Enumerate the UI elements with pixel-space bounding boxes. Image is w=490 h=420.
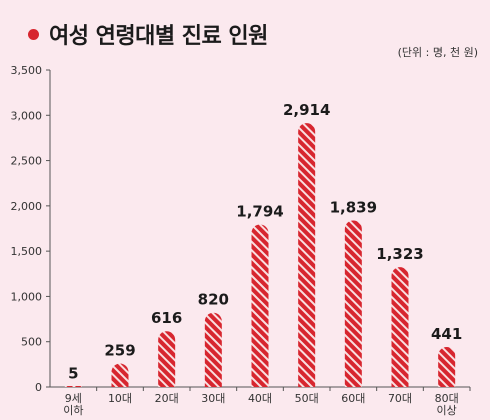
bullet-dot-icon [28,28,39,40]
bar [64,386,82,387]
y-tick-label: 3,500 [11,64,43,77]
bar-value-label: 441 [431,325,462,343]
bar-value-label: 5 [68,365,78,383]
x-category-label: 50대 [295,392,319,405]
y-tick-label: 2,000 [11,200,43,213]
bar-value-label: 1,839 [330,198,377,216]
x-category-label: 10대 [108,392,132,405]
bar-value-label: 1,794 [236,203,283,221]
y-tick-label: 2,500 [11,155,43,168]
y-tick-label: 1,500 [11,245,43,258]
bar [158,331,176,387]
bar [438,347,456,387]
bar-value-label: 2,914 [283,101,330,119]
bar [251,224,269,387]
bar [344,220,362,387]
y-tick-label: 3,000 [11,109,43,122]
y-tick-label: 1,000 [11,290,43,303]
x-category-label: 20대 [155,392,179,405]
x-category-label: 9세 [65,392,82,405]
bar [204,312,222,387]
y-tick-label: 500 [21,336,42,349]
bars [64,123,456,387]
x-category-label: 40대 [248,392,272,405]
y-tick-label: 0 [35,381,42,394]
x-category-label: 이상 [437,404,457,417]
bar [391,267,409,387]
title-row: 여성 연령대별 진료 인원 [28,18,268,50]
chart-title: 여성 연령대별 진료 인원 [49,24,268,49]
x-category-label: 60대 [341,392,365,405]
bar-value-label: 616 [151,309,182,327]
value-labels: 5 259 616 820 1,794 2,914 1,839 1,323 441 [68,101,462,382]
x-category-label: 이하 [63,403,83,417]
bar [111,363,129,387]
bar-value-label: 259 [104,342,135,360]
bar-value-label: 820 [198,291,229,309]
bar [298,123,316,387]
y-axis: 0 500 1,000 1,500 2,000 2,500 3,000 3,500 [11,64,470,394]
x-category-label: 70대 [388,392,412,405]
bar-value-label: 1,323 [376,245,423,263]
x-category-label: 30대 [201,392,225,405]
unit-note: (단위 : 명, 천 원) [397,46,478,59]
x-category-label: 80대 [435,392,459,405]
